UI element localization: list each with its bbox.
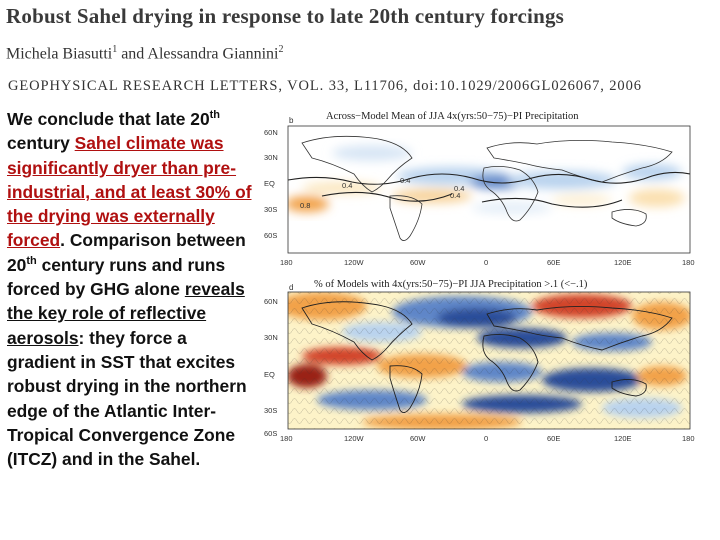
lon-tick: 180 [682, 258, 695, 267]
panel-letter: d [289, 283, 293, 292]
affiliation-marker: 1 [112, 44, 118, 55]
contours [288, 171, 690, 208]
underlined-finding: reveals the key role of reflective aeros… [7, 279, 245, 348]
coastlines [301, 135, 673, 241]
latitude-ticks: 60N 30N EQ 30S 60S [264, 128, 278, 240]
lon-tick: 60W [410, 434, 426, 443]
contour-label: 0.4 [342, 181, 352, 190]
map-frame [287, 291, 691, 430]
figure-panel-b: b Across−Model Mean of JJA 4x(yrs:50−75)… [262, 108, 720, 275]
contour-label: 0.4 [454, 184, 464, 193]
journal-citation: GEOPHYSICAL RESEARCH LETTERS, VOL. 33, L… [8, 78, 642, 94]
lat-tick: EQ [264, 370, 275, 379]
panel-title: Across−Model Mean of JJA 4x(yrs:50−75)−P… [326, 111, 579, 122]
lon-tick: 120E [614, 258, 632, 267]
summary-text: . Comparison between 20 [7, 230, 246, 275]
contour-label: 0.8 [300, 201, 310, 210]
ordinal-suffix: th [26, 254, 37, 267]
lat-tick: 60S [264, 429, 277, 438]
lon-tick: 120W [344, 258, 365, 267]
lat-tick: 30S [264, 406, 277, 415]
contour-label: 0.4 [450, 191, 460, 200]
longitude-ticks: 180 120W 60W 0 60E 120E 180 [280, 258, 695, 267]
summary-text: We conclude that late 20 [7, 109, 210, 129]
lat-tick: 60N [264, 297, 278, 306]
map-field [288, 126, 690, 253]
affiliation-marker: 2 [278, 44, 284, 55]
author-separator: and [117, 45, 148, 63]
longitude-ticks: 180 120W 60W 0 60E 120E 180 [280, 434, 695, 443]
author-name: Michela Biasutti [6, 45, 113, 63]
latitude-ticks: 60N 30N EQ 30S 60S [264, 297, 278, 438]
precipitation-mean-map: b Across−Model Mean of JJA 4x(yrs:50−75)… [264, 111, 695, 267]
lon-tick: 60W [410, 258, 426, 267]
lat-tick: 30N [264, 153, 278, 162]
lat-tick: 30S [264, 205, 277, 214]
map-frame [287, 125, 691, 254]
coastlines [301, 301, 673, 413]
map-field [288, 292, 690, 429]
lon-tick: 180 [280, 434, 293, 443]
summary-paragraph: We conclude that late 20th century Sahel… [7, 107, 257, 471]
lon-tick: 0 [484, 434, 488, 443]
lon-tick: 180 [682, 434, 695, 443]
panel-letter: b [289, 116, 294, 125]
lat-tick: 30N [264, 333, 278, 342]
summary-text: century [7, 133, 75, 154]
lat-tick: 60S [264, 231, 277, 240]
model-agreement-map: d % of Models with 4x(yrs:50−75)−PI JJA … [264, 279, 695, 443]
paper-title: Robust Sahel drying in response to late … [6, 4, 565, 28]
figure-panel-d: d % of Models with 4x(yrs:50−75)−PI JJA … [262, 276, 720, 446]
lon-tick: 60E [547, 434, 560, 443]
lon-tick: 120W [344, 434, 365, 443]
lon-tick: 0 [484, 258, 488, 267]
lat-tick: EQ [264, 179, 275, 188]
lat-tick: 60N [264, 128, 278, 137]
lon-tick: 60E [547, 258, 560, 267]
lon-tick: 120E [614, 434, 632, 443]
panel-title: % of Models with 4x(yrs:50−75)−PI JJA Pr… [314, 279, 588, 290]
highlighted-finding: Sahel climate was significantly dryer th… [7, 133, 252, 251]
summary-text: : they force a gradient in SST that exci… [7, 327, 247, 470]
summary-text: century runs and runs forced by GHG alon… [7, 254, 226, 300]
lon-tick: 180 [280, 258, 293, 267]
ordinal-suffix: th [209, 109, 221, 122]
author-name: Alessandra Giannini [147, 45, 279, 63]
author-line: Michela Biasutti1 and Alessandra Giannin… [6, 44, 284, 63]
contour-label: 0.4 [400, 176, 410, 185]
